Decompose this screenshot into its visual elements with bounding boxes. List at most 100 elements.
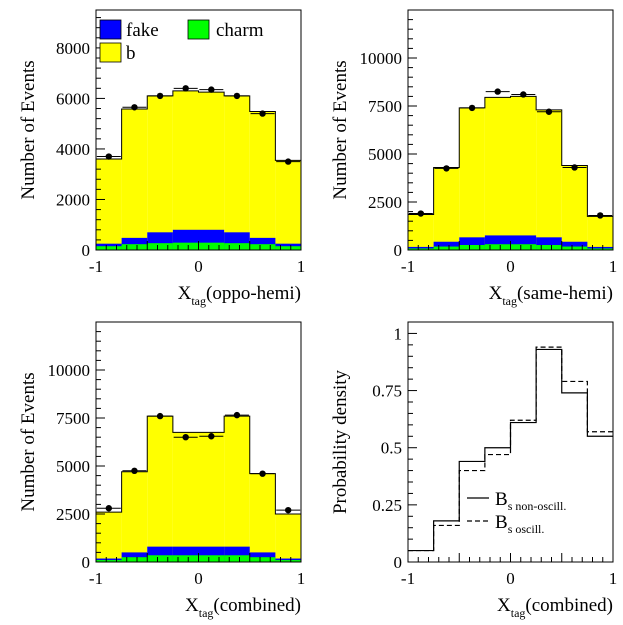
y-tick-label: 5000 [368,145,402,164]
x-axis-title-sub: tag [511,606,526,620]
bar-fake-1 [433,241,460,250]
bar-b-1 [121,471,148,562]
bar-charm-0 [408,248,434,250]
bar-charm-3 [484,244,511,250]
x-tick-label: 0 [194,569,203,588]
legend-swatch-fake [99,19,122,40]
x-axis-title: Xtag(combined) [185,595,301,620]
y-tick-label: 0.75 [372,382,402,401]
bar-b-7 [587,216,613,250]
bar-charm-5 [536,245,562,250]
y-tick-label: 7500 [368,97,402,116]
x-axis-title-main: X [489,283,503,304]
histogram-outline [95,90,302,250]
histogram-outline [95,415,302,562]
x-tick-label: 0 [506,569,515,588]
x-tick-label: -1 [401,569,415,588]
data-point [182,434,189,441]
legend-label-sub: s non-oscill. [508,499,567,513]
y-tick-label: 2000 [56,190,90,209]
y-tick-label: 8000 [56,39,90,58]
y-tick-label: 10000 [360,49,403,68]
bar-b-4 [198,92,225,251]
legend-swatch-charm [187,19,210,40]
y-tick-label: 5000 [56,457,90,476]
x-tick-label: 1 [297,569,306,588]
bar-charm-3 [172,242,199,250]
bar-b-5 [224,95,250,250]
y-tick-label: 6000 [56,89,90,108]
data-point [182,85,189,92]
x-axis-title-sub: tag [502,294,517,308]
x-tick-label: -1 [89,569,103,588]
x-tick-label: 1 [609,257,618,276]
x-axis-title: Xtag(combined) [497,595,613,620]
x-axis-title-sub: tag [199,606,214,620]
bar-b-1 [121,109,148,250]
y-tick-label: 0 [82,553,91,572]
data-point [105,153,113,160]
panel-probability-density: Bs non-oscill.Bs oscill.00.250.50.751-1 0… [330,321,618,620]
bar-charm-6 [249,557,276,562]
legend-label-b: b [126,43,136,64]
data-point [468,104,476,112]
bar-b-0 [96,512,122,562]
legend-label-charm: charm [216,20,264,41]
x-tick-label: 0 [194,257,203,276]
x-axis-title-rest: (oppo-hemi) [206,283,301,304]
x-tick-label: -1 [89,257,103,276]
y-tick-label: 0.25 [372,496,402,515]
data-point [233,92,241,100]
bar-charm-4 [510,244,537,250]
legend-swatch-b [99,42,122,63]
y-tick-label: 2500 [56,505,90,524]
series-oscill-line [408,346,613,552]
data-point [259,470,266,477]
x-axis-title-main: X [497,595,511,616]
data-point [494,88,501,95]
x-axis-title-main: X [185,595,199,616]
legend-label-main: B [495,489,508,510]
data-point [233,411,241,419]
bar-charm-7 [275,246,301,250]
x-axis-title-main: X [178,283,192,304]
y-axis-title: Number of Events [330,60,351,199]
y-tick-label: 7500 [56,409,90,428]
y-axis-title: Probability density [330,369,351,514]
bar-charm-6 [561,246,588,250]
data-point [417,210,425,217]
data-point [156,92,164,100]
y-tick-label: 10000 [48,361,91,380]
data-point [284,158,292,165]
bar-charm-1 [121,557,148,562]
bar-charm-2 [147,555,173,562]
bar-charm-4 [198,242,225,250]
data-point [131,467,138,474]
x-axis-title-rest: (combined) [213,595,301,616]
data-point [156,412,164,420]
bar-fake-7 [587,246,613,250]
x-tick-label: -1 [401,257,415,276]
legend-label: Bs oscill. [495,512,544,536]
legend-label-main: B [495,512,508,533]
y-tick-label: 4000 [56,140,90,159]
data-point [284,506,292,514]
bar-charm-5 [224,243,250,250]
data-point [105,505,113,512]
y-axis-title: Number of Events [18,60,39,199]
bar-b-0 [96,159,122,250]
legend-label: Bs non-oscill. [495,489,566,513]
data-point [545,108,553,115]
bar-b-6 [249,111,276,250]
legend-label-fake: fake [126,20,159,41]
bar-b-6 [561,165,588,250]
data-point [443,165,450,172]
y-tick-label: 2500 [368,193,402,212]
x-axis-title-sub: tag [191,294,206,308]
bar-charm-2 [147,243,173,250]
x-tick-label: 1 [609,569,618,588]
bar-b-5 [224,416,250,562]
